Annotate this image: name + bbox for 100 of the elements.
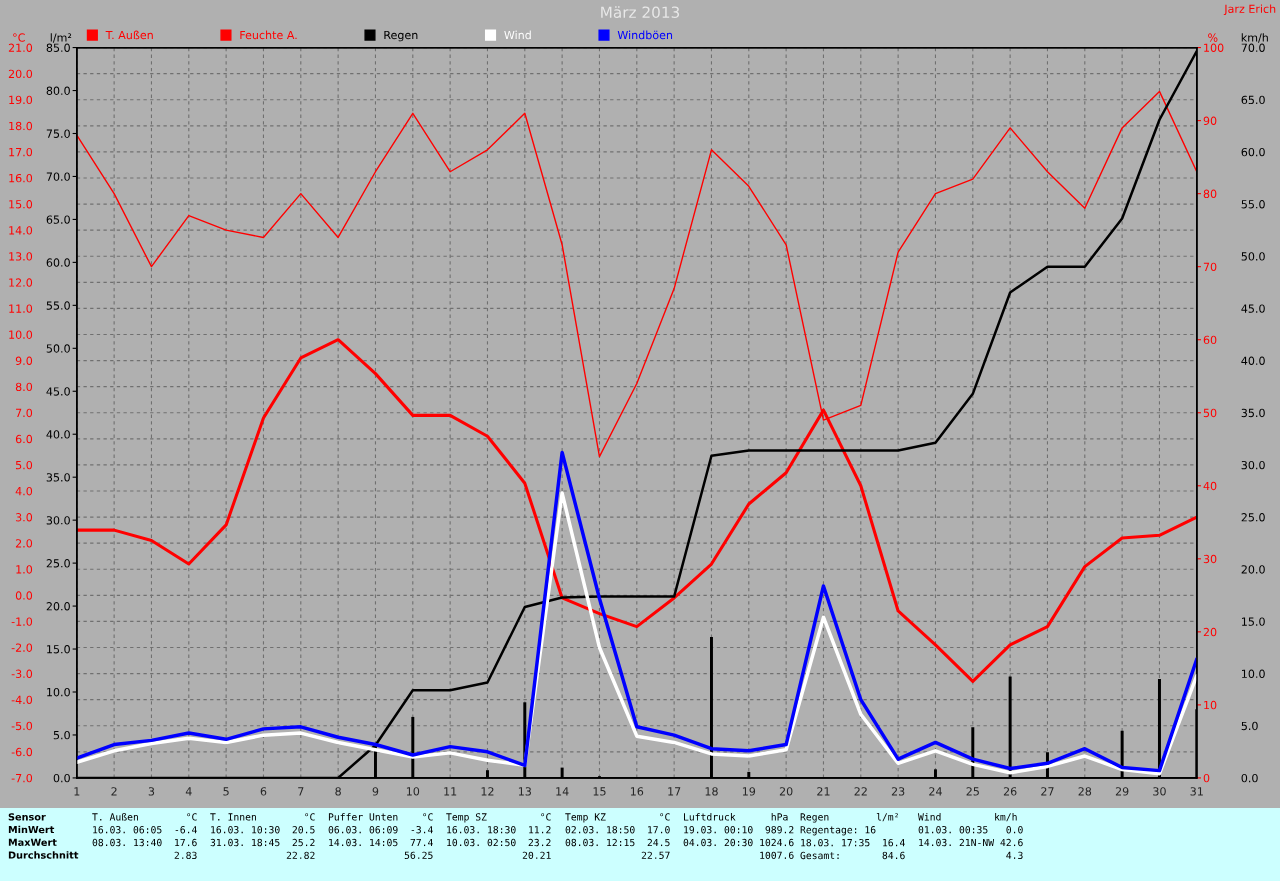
- y2-tick-label: 0.0: [1241, 773, 1258, 783]
- legend-label: Feuchte A.: [240, 30, 297, 40]
- y2-tick-label: 100: [1204, 43, 1224, 52]
- y2-tick-label: 55.0: [1241, 200, 1265, 209]
- legend-label: Windböen: [617, 30, 673, 40]
- y-tick-label: -7.0: [11, 773, 33, 783]
- y-tick-label: 75.0: [46, 129, 70, 138]
- y2-tick-label: 70.0: [1241, 43, 1265, 52]
- y-tick-label: -4.0: [11, 695, 33, 705]
- y-tick-label: 20.0: [46, 602, 70, 611]
- y-tick-label: 8.0: [15, 382, 33, 392]
- y2-tick-label: 10: [1204, 700, 1217, 710]
- text: Sensor MinWert MaxWert Durchschnitt: [8, 813, 79, 859]
- x-tick-label: 1: [74, 787, 80, 796]
- x-tick-label: 5: [223, 787, 229, 796]
- x-tick-label: 21: [817, 787, 830, 796]
- y-tick-label: 50.0: [46, 344, 70, 353]
- text: Luftdruck hPa 19.03. 00:10 989.2 04.03. 20:30 1024.6 1007.6: [683, 813, 794, 859]
- y2-tick-label: 0: [1203, 773, 1210, 783]
- x-tick-label: 31: [1190, 787, 1203, 796]
- y-tick-label: 17.0: [9, 147, 33, 157]
- y2-tick-label: 90: [1203, 116, 1217, 125]
- x-tick-label: 8: [335, 787, 341, 796]
- y-tick-label: 70.0: [46, 172, 70, 181]
- y-axis-title: l/m²: [50, 33, 72, 43]
- y-tick-label: 10.0: [9, 330, 33, 339]
- x-tick-label: 4: [185, 787, 192, 796]
- text: Regen l/m² Regentage: 16 18.03. 17:35 16.4 Gesamt: 84.6: [800, 813, 905, 860]
- x-tick-label: 7: [298, 787, 304, 796]
- x-tick-label: 26: [1003, 787, 1017, 796]
- y-tick-label: 3.0: [15, 513, 33, 522]
- legend-label: Regen: [384, 30, 418, 42]
- y-tick-label: 5.0: [15, 460, 33, 470]
- y2-tick-label: 45.0: [1241, 304, 1265, 313]
- y2-tick-label: 30.0: [1241, 460, 1265, 470]
- y-axis-title: °C: [13, 33, 25, 42]
- x-tick-label: 19: [742, 787, 756, 796]
- y-tick-label: 9.0: [15, 356, 33, 365]
- y2-tick-label: 50: [1203, 408, 1217, 418]
- y-tick-label: 85.0: [46, 43, 70, 52]
- y-tick-label: 15.0: [47, 645, 70, 654]
- x-tick-label: 16: [630, 787, 644, 796]
- x-tick-label: 28: [1078, 787, 1092, 796]
- y2-tick-label: 80: [1203, 189, 1217, 199]
- x-tick-label: 18: [705, 787, 718, 796]
- x-tick-label: 24: [929, 787, 942, 796]
- y-tick-label: 55.0: [46, 301, 70, 310]
- text: T. Außen °C 16.03. 06:05 -6.4 08.03. 13:40 17.6 2.83: [92, 813, 197, 859]
- y-tick-label: 18.0: [9, 121, 33, 131]
- y-tick-label: -3.0: [11, 669, 33, 678]
- y-tick-label: 12.0: [9, 278, 33, 287]
- y-tick-label: 35.0: [46, 473, 70, 482]
- y2-tick-label: 40: [1203, 481, 1217, 491]
- x-tick-label: 23: [891, 787, 905, 796]
- y2-tick-label: 60: [1203, 335, 1217, 345]
- y2-tick-label: 20: [1203, 627, 1217, 637]
- y-tick-label: 15.0: [9, 200, 33, 209]
- y-tick-label: 19.0: [9, 95, 33, 105]
- text: Temp SZ °C 16.03. 18:30 11.2 10.03. 02:50 23.2 20.21: [446, 813, 551, 859]
- y2-tick-label: 40.0: [1241, 356, 1265, 365]
- y-tick-label: 6.0: [15, 434, 33, 444]
- y2-tick-label: 50.0: [1241, 252, 1265, 261]
- y-tick-label: 10.0: [47, 687, 70, 697]
- y-tick-label: 60.0: [46, 258, 70, 267]
- x-tick-label: 3: [148, 787, 155, 796]
- x-tick-label: 25: [966, 787, 979, 796]
- y-tick-label: 13.0: [9, 252, 33, 261]
- y-tick-label: 14.0: [9, 226, 33, 235]
- y-tick-label: 2.0: [15, 539, 33, 548]
- y-tick-label: 1.0: [16, 565, 33, 574]
- y-tick-label: 4.0: [15, 486, 33, 496]
- y2-tick-label: 10.0: [1242, 669, 1265, 678]
- text: Temp KZ °C 02.03. 18:50 17.0 08.03. 12:15 24.5 22.57: [565, 813, 670, 859]
- y-tick-label: 30.0: [46, 516, 70, 525]
- x-tick-label: 14: [556, 787, 569, 796]
- y-tick-label: 0.0: [15, 591, 33, 600]
- x-tick-label: 27: [1041, 787, 1054, 796]
- y-tick-label: 21.0: [8, 43, 33, 52]
- legend-label: T. Außen: [105, 30, 153, 40]
- x-tick-label: 12: [481, 787, 494, 796]
- y2-axis-title: km/h: [1241, 33, 1268, 43]
- y2-tick-label: 70: [1203, 262, 1217, 272]
- chart-title: März 2013: [601, 6, 680, 18]
- text: Jarz Erich: [1223, 4, 1276, 16]
- x-tick-label: 15: [593, 787, 606, 796]
- y-tick-label: 7.0: [16, 408, 33, 418]
- x-tick-label: 2: [111, 787, 117, 796]
- legend-label: Wind: [504, 30, 531, 40]
- x-tick-label: 29: [1115, 787, 1129, 796]
- y-tick-label: -2.0: [11, 643, 33, 652]
- y2-tick-label: 15.0: [1242, 617, 1265, 626]
- y-tick-label: 0.0: [53, 773, 70, 783]
- y2-tick-label: 5.0: [1241, 721, 1258, 731]
- y2-tick-label: 65.0: [1241, 95, 1265, 105]
- text: Wind km/h 01.03. 00:35 0.0 14.03. 21N-NW 42.6 4.3: [918, 813, 1023, 859]
- x-tick-label: 13: [518, 787, 531, 796]
- x-tick-label: 6: [260, 787, 267, 796]
- x-tick-label: 20: [779, 787, 793, 796]
- y-tick-label: 80.0: [46, 86, 70, 95]
- y-tick-label: 25.0: [46, 559, 70, 568]
